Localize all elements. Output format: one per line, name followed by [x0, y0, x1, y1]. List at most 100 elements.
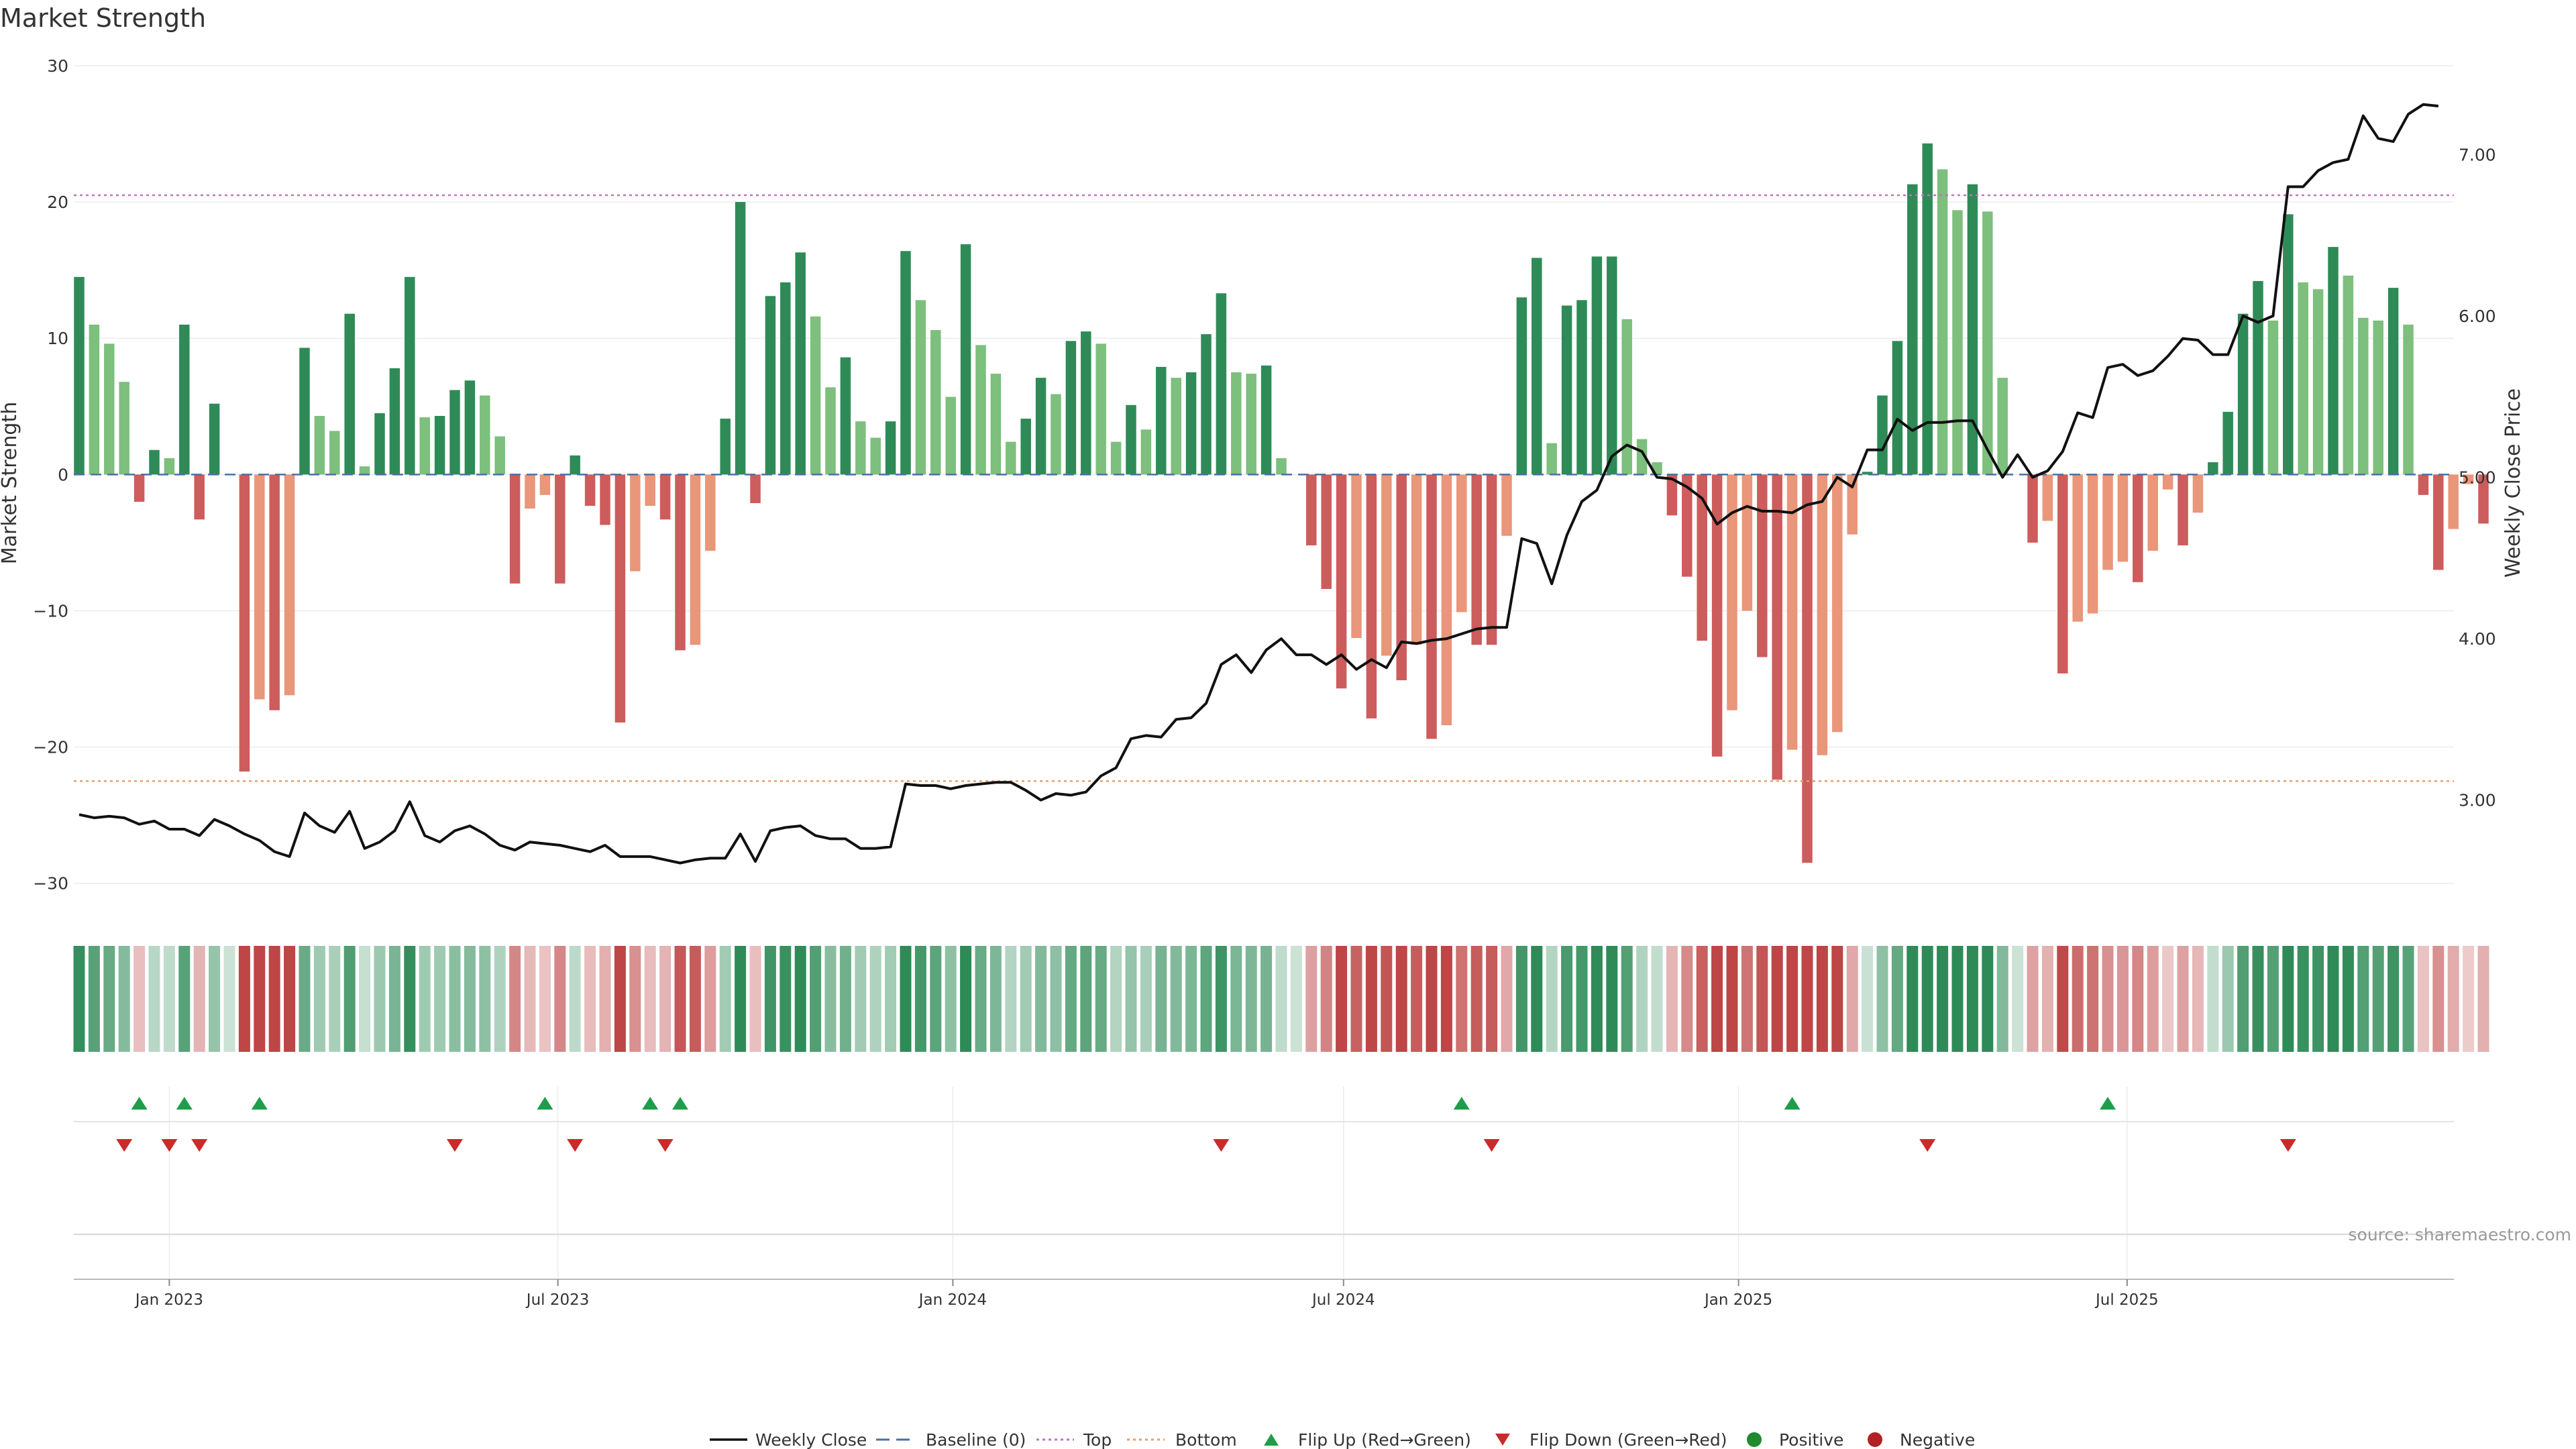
- legend-swatch: [1747, 1432, 1762, 1447]
- strength-bar: [1636, 439, 1648, 475]
- strength-bar: [1817, 474, 1828, 755]
- legend-label: Bottom: [1175, 1430, 1237, 1449]
- strength-bar: [1757, 474, 1768, 657]
- legend-swatch: [1264, 1434, 1279, 1446]
- strength-bar: [389, 368, 400, 475]
- legend-label: Weekly Close: [755, 1430, 867, 1449]
- heat-cell: [569, 946, 581, 1052]
- strength-bar: [539, 474, 551, 495]
- x-tick-label: Jul 2023: [525, 1291, 590, 1309]
- flip-down-marker: [657, 1139, 674, 1152]
- strength-bar: [1862, 472, 1873, 475]
- heat-cell: [1200, 946, 1212, 1052]
- strength-bar: [1501, 474, 1512, 536]
- strength-bar: [2208, 462, 2218, 475]
- heat-cell: [1411, 946, 1423, 1052]
- x-tick-label: Jul 2025: [2094, 1291, 2159, 1309]
- strength-bar: [2448, 474, 2459, 529]
- strength-bar: [2387, 288, 2399, 475]
- flip-down-marker: [2279, 1139, 2296, 1152]
- heat-cell: [1395, 946, 1407, 1052]
- heat-cell: [1786, 946, 1799, 1052]
- heat-cell: [644, 946, 656, 1052]
- heat-cell: [343, 946, 356, 1052]
- strength-bar: [840, 357, 851, 475]
- strength-bar: [2042, 474, 2053, 521]
- x-tick-label: Jan 2023: [134, 1291, 203, 1309]
- strength-bar: [1922, 143, 1933, 475]
- heat-cell: [2297, 946, 2309, 1052]
- heat-cell: [1381, 946, 1393, 1052]
- y-axis-right: 3.00 4.00 5.00 6.00 7.00: [2459, 145, 2496, 810]
- heat-cell: [1470, 946, 1483, 1052]
- strength-bar: [1216, 293, 1227, 475]
- heat-cell: [1891, 946, 1903, 1052]
- strength-bar: [2072, 474, 2083, 622]
- heat-cell: [1756, 946, 1768, 1052]
- heat-cell: [869, 946, 881, 1052]
- heat-cell: [268, 946, 280, 1052]
- heat-cell: [1456, 946, 1468, 1052]
- strength-bar: [1682, 474, 1693, 577]
- heat-cell: [599, 946, 611, 1052]
- strength-bar: [765, 296, 776, 475]
- strength-bar: [1997, 378, 2008, 475]
- strength-bar: [570, 455, 580, 475]
- heat-cell: [524, 946, 536, 1052]
- heat-cell: [359, 946, 371, 1052]
- legend-item: Bottom: [1127, 1430, 1237, 1449]
- strength-bar: [359, 466, 370, 475]
- heat-cell: [88, 946, 100, 1052]
- heat-cell: [284, 946, 296, 1052]
- heat-cell: [434, 946, 446, 1052]
- heat-cell: [1862, 946, 1874, 1052]
- strength-bar: [1546, 443, 1557, 475]
- heat-cell: [749, 946, 761, 1052]
- grid: [74, 65, 2454, 1278]
- strength-bar: [780, 282, 791, 475]
- strength-bar: [1260, 365, 1272, 475]
- heat-cell: [930, 946, 942, 1052]
- strength-bar: [2178, 474, 2188, 545]
- flip-markers-panel: [74, 1097, 2454, 1152]
- heat-cell: [133, 946, 146, 1052]
- heat-cell: [1666, 946, 1678, 1052]
- flip-up-marker: [176, 1097, 193, 1110]
- strength-bar: [1095, 343, 1106, 475]
- strength-bar: [1051, 394, 1061, 475]
- heat-cell: [163, 946, 175, 1052]
- strength-bar: [795, 252, 806, 475]
- heat-cell: [1501, 946, 1513, 1052]
- weekly-close-series: [78, 103, 2439, 865]
- heat-cell: [1320, 946, 1332, 1052]
- strength-bar: [900, 251, 911, 475]
- y-axis-left: −30 −20 −10 0 10 20 30: [33, 56, 68, 894]
- heat-cell: [1951, 946, 1964, 1052]
- heat-cell: [1080, 946, 1092, 1052]
- heat-cell: [103, 946, 115, 1052]
- heat-cell: [1651, 946, 1663, 1052]
- strength-bar: [2102, 474, 2113, 570]
- y-right-tick-label: 3.00: [2459, 791, 2496, 810]
- heat-cell: [960, 946, 972, 1052]
- heat-cell: [539, 946, 551, 1052]
- strength-bar: [89, 324, 100, 475]
- heat-cell: [2417, 946, 2429, 1052]
- heat-cell: [1921, 946, 1933, 1052]
- heat-cell: [1215, 946, 1227, 1052]
- strength-bar: [74, 276, 85, 475]
- y-left-tick-label: 20: [47, 193, 68, 212]
- heat-cell: [735, 946, 747, 1052]
- heat-cell: [659, 946, 672, 1052]
- strength-bar: [2312, 289, 2324, 475]
- strength-bar: [1396, 474, 1407, 681]
- heat-cell: [1591, 946, 1603, 1052]
- heat-cell: [1426, 946, 1438, 1052]
- heat-cell: [1996, 946, 2008, 1052]
- flip-down-marker: [191, 1139, 208, 1152]
- heat-cell: [794, 946, 806, 1052]
- heat-cell: [1982, 946, 1994, 1052]
- heat-cell: [1966, 946, 1978, 1052]
- legend: Weekly Close Baseline (0) Top Bottom Flip Up…: [710, 1430, 1975, 1449]
- heat-cell: [1440, 946, 1452, 1052]
